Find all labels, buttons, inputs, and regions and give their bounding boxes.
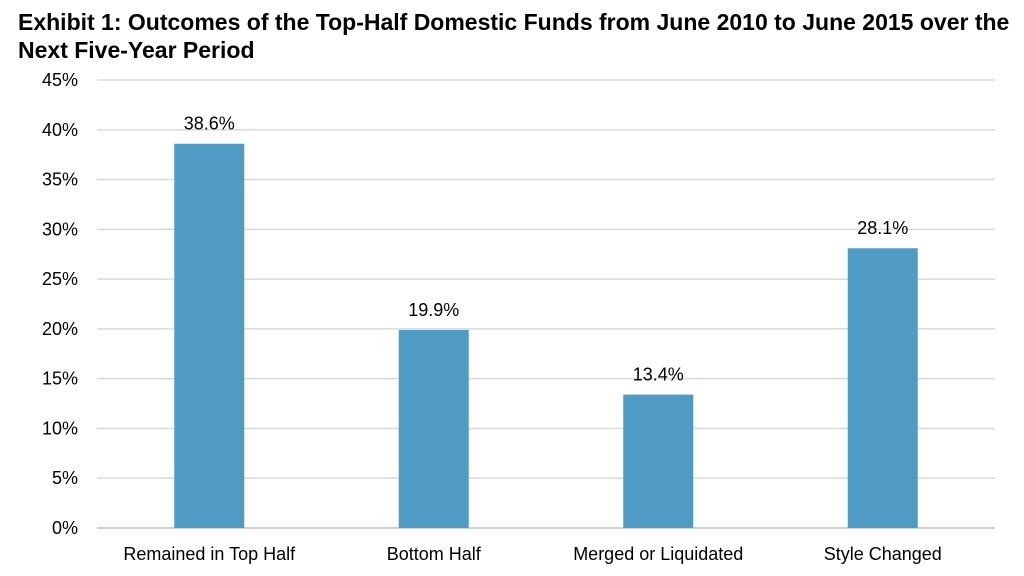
gridlines xyxy=(97,79,995,529)
bar-bottom-half xyxy=(398,329,469,528)
y-tick-label-0: 0% xyxy=(52,518,78,538)
bar-remained-in-top-half xyxy=(174,143,245,528)
data-label-bottom-half: 19.9% xyxy=(408,300,459,320)
bar-merged-or-liquidated xyxy=(623,394,694,528)
x-axis-category-labels: Remained in Top Half Bottom Half Merged or… xyxy=(123,544,941,564)
data-label-style-changed: 28.1% xyxy=(857,218,908,238)
data-label-merged-or-liquidated: 13.4% xyxy=(633,365,684,385)
bar-style-changed xyxy=(847,248,918,528)
y-tick-label-15: 15% xyxy=(42,369,78,389)
y-axis-tick-labels: 0% 5% 10% 15% 20% 25% 30% 35% 40% 45% xyxy=(42,70,78,538)
y-tick-label-20: 20% xyxy=(42,319,78,339)
y-tick-label-30: 30% xyxy=(42,219,78,239)
data-label-remained-in-top-half: 38.6% xyxy=(184,114,235,134)
y-tick-label-5: 5% xyxy=(52,468,78,488)
y-tick-label-25: 25% xyxy=(42,269,78,289)
category-label-style-changed: Style Changed xyxy=(824,544,942,564)
category-label-merged-or-liquidated: Merged or Liquidated xyxy=(573,544,743,564)
y-tick-label-35: 35% xyxy=(42,170,78,190)
category-label-remained-in-top-half: Remained in Top Half xyxy=(123,544,296,564)
category-label-bottom-half: Bottom Half xyxy=(387,544,482,564)
y-tick-label-45: 45% xyxy=(42,70,78,90)
chart-title: Exhibit 1: Outcomes of the Top-Half Dome… xyxy=(18,9,1010,63)
bars xyxy=(174,143,918,528)
y-tick-label-40: 40% xyxy=(42,120,78,140)
data-labels: 38.6% 19.9% 13.4% 28.1% xyxy=(184,114,909,385)
y-tick-label-10: 10% xyxy=(42,418,78,438)
